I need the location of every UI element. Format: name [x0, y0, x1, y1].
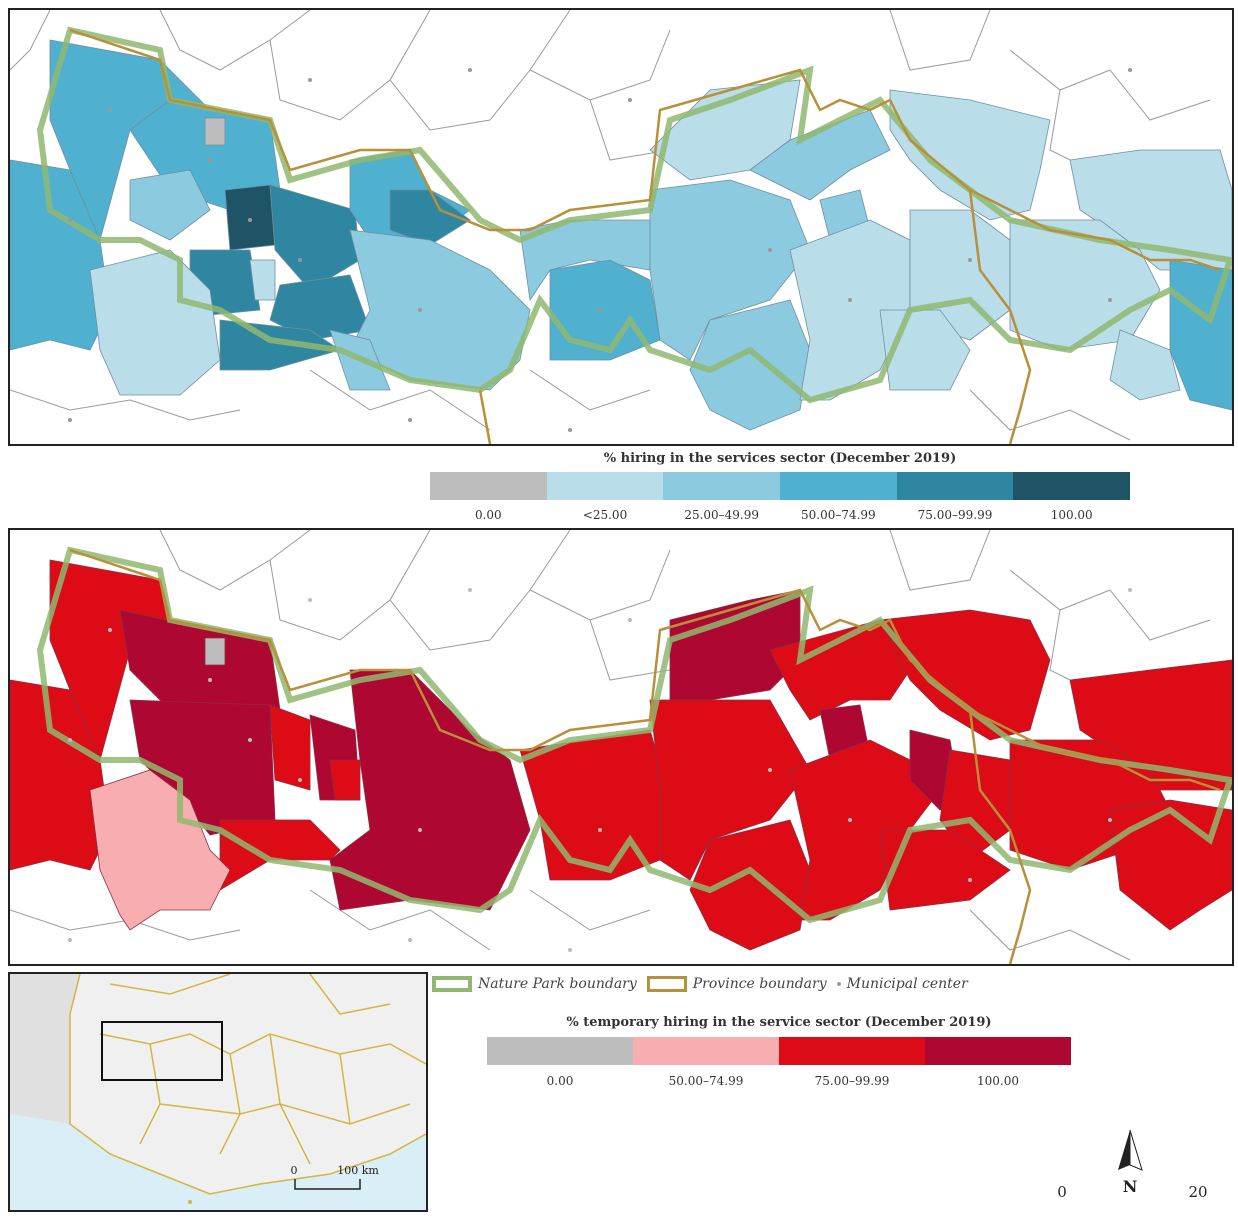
services-legend-swatch — [1013, 472, 1131, 500]
services-legend-labels: 0.00 <25.00 25.00–49.99 50.00–74.99 75.00–99… — [430, 508, 1130, 522]
temporary-legend-class-label: 100.00 — [977, 1074, 1019, 1088]
key-municipal: Municipal center — [836, 976, 968, 992]
services-legend-swatch — [780, 472, 897, 500]
bottom-temporary-map — [8, 528, 1234, 966]
top-map-canvas — [10, 10, 1232, 444]
temporary-legend-swatch — [779, 1037, 925, 1065]
temporary-legend-title: % temporary hiring in the service sector… — [566, 1015, 992, 1030]
inset-canvas: 0 100 km — [10, 974, 426, 1210]
key-province: Province boundary — [646, 976, 827, 992]
key-municipal-label: Municipal center — [846, 976, 968, 992]
temporary-legend-swatch — [487, 1037, 633, 1065]
services-legend-title: % hiring in the services sector (Decembe… — [603, 451, 957, 466]
north-arrow-icon — [1118, 1129, 1143, 1171]
inset-scale-line — [294, 1179, 361, 1190]
services-legend-swatch — [430, 472, 547, 500]
inset-scale-zero: 0 — [291, 1164, 298, 1177]
study-area-box — [101, 1021, 223, 1081]
municipal-outlines — [10, 10, 1211, 441]
services-legend-bar — [430, 472, 1131, 500]
scale-start: 0 — [1057, 1183, 1067, 1201]
bottom-map-canvas — [10, 530, 1232, 964]
temporary-legend-class-label: 50.00–74.99 — [668, 1074, 744, 1088]
services-polygons — [10, 39, 1232, 431]
temporary-polygons — [10, 559, 1232, 951]
services-legend-class-label: 75.00–99.99 — [917, 508, 993, 522]
nature-park-boundary-2 — [36, 546, 1232, 924]
key-nature-park: Nature Park boundary — [432, 976, 637, 992]
key-province-label: Province boundary — [692, 976, 827, 992]
temporary-legend-class-label: 0.00 — [546, 1074, 574, 1088]
services-legend-class-label: 0.00 — [474, 508, 502, 522]
services-legend-class-label: <25.00 — [582, 508, 628, 522]
scale-end: 20 — [1188, 1183, 1207, 1201]
temporary-legend-class-label: 75.00–99.99 — [814, 1074, 890, 1088]
scale-bar: N 0 20 km — [1057, 1129, 1208, 1201]
services-legend-swatch — [896, 472, 1014, 500]
inset-province-lines — [69, 974, 426, 1195]
key-nature-park-label: Nature Park boundary — [478, 976, 637, 992]
inset-locator-map: 0 100 km — [8, 972, 428, 1212]
temporary-legend-swatch — [633, 1037, 779, 1065]
north-label: N — [1123, 1177, 1138, 1196]
services-legend-class-label: 100.00 — [1050, 508, 1093, 522]
nature-park-swatch — [432, 976, 472, 992]
temporary-legend-swatch — [925, 1037, 1071, 1065]
temporary-legend-labels: 0.00 50.00–74.99 75.00–99.99 100.00 — [487, 1074, 1071, 1088]
municipal-centers — [68, 68, 1132, 432]
province-swatch — [646, 976, 687, 992]
map-key: Nature Park boundary Province boundary M… — [432, 976, 968, 992]
municipal-dot-icon — [836, 982, 841, 986]
top-services-map — [8, 8, 1234, 446]
services-legend-class-label: 25.00–49.99 — [684, 508, 760, 522]
services-legend-swatch — [546, 472, 664, 500]
province-boundary — [69, 28, 1221, 272]
province-boundary-2 — [69, 548, 1221, 792]
temporary-legend-bar — [487, 1037, 1071, 1065]
services-legend-swatch — [663, 472, 781, 500]
municipal-centers-2 — [68, 588, 1132, 952]
services-legend-class-label: 50.00–74.99 — [800, 508, 876, 522]
nature-park-boundary — [36, 26, 1232, 404]
inset-scale-label: 100 km — [337, 1164, 379, 1177]
